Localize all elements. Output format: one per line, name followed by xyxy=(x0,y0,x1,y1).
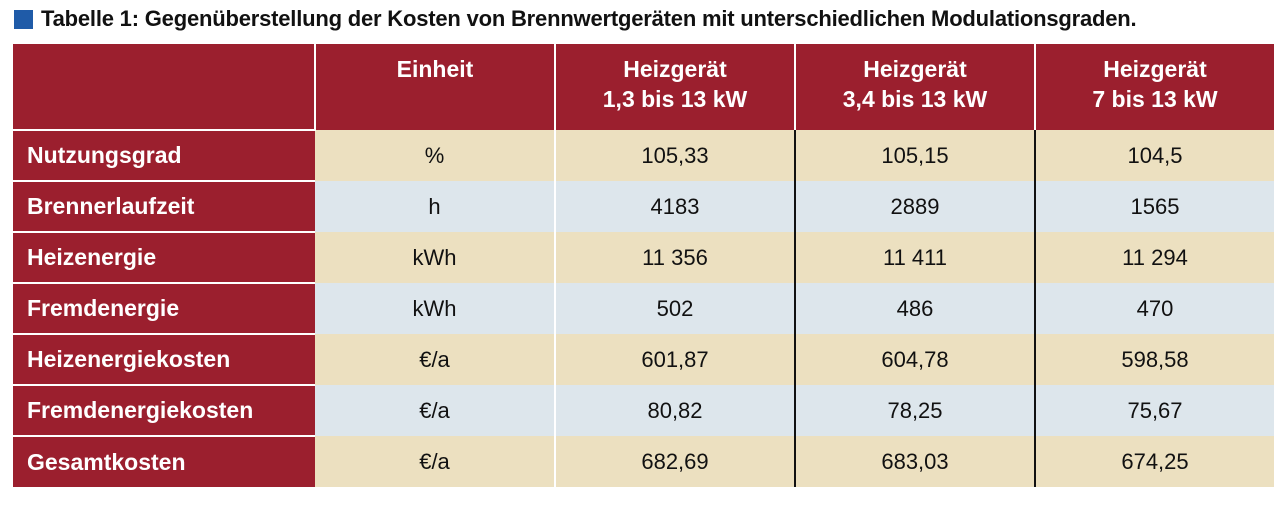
header-device-1-line2: 1,3 bis 13 kW xyxy=(602,86,748,112)
table-row: Fremdenergie kWh 502 486 470 xyxy=(13,282,1274,334)
row-unit: €/a xyxy=(315,385,555,436)
row-value-device-2: 486 xyxy=(794,283,1035,334)
row-label: Fremdenergie xyxy=(13,282,315,334)
row-value-device-2: 105,15 xyxy=(794,130,1035,181)
row-label: Brennerlaufzeit xyxy=(13,180,315,232)
row-value-device-3: 75,67 xyxy=(1034,385,1274,436)
caption-square-icon xyxy=(14,9,33,29)
row-value-device-1: 105,33 xyxy=(554,130,795,181)
header-device-1-line1: Heizgerät xyxy=(623,56,727,82)
row-value-device-3: 104,5 xyxy=(1034,130,1274,181)
row-value-device-3: 1565 xyxy=(1034,181,1274,232)
table-caption: Tabelle 1: Gegenüberstellung der Kosten … xyxy=(14,4,1137,34)
header-device-3-line1: Heizgerät xyxy=(1103,56,1207,82)
row-unit: % xyxy=(315,130,555,181)
header-device-3: Heizgerät 7 bis 13 kW xyxy=(1034,44,1274,130)
row-value-device-1: 4183 xyxy=(554,181,795,232)
row-label: Fremdenergiekosten xyxy=(13,384,315,436)
row-value-device-2: 2889 xyxy=(794,181,1035,232)
table-row: Heizenergiekosten €/a 601,87 604,78 598,… xyxy=(13,333,1274,385)
row-value-device-1: 502 xyxy=(554,283,795,334)
cost-comparison-table: Einheit Heizgerät 1,3 bis 13 kW Heizgerä… xyxy=(13,44,1274,487)
row-value-device-2: 683,03 xyxy=(794,436,1035,487)
row-value-device-3: 674,25 xyxy=(1034,436,1274,487)
row-label: Gesamtkosten xyxy=(13,435,315,487)
row-value-device-3: 470 xyxy=(1034,283,1274,334)
row-value-device-1: 601,87 xyxy=(554,334,795,385)
header-corner xyxy=(13,44,315,130)
row-unit: kWh xyxy=(315,232,555,283)
header-device-1: Heizgerät 1,3 bis 13 kW xyxy=(554,44,795,130)
row-label: Nutzungsgrad xyxy=(13,129,315,181)
row-label: Heizenergie xyxy=(13,231,315,283)
table-row: Nutzungsgrad % 105,33 105,15 104,5 xyxy=(13,129,1274,181)
header-unit: Einheit xyxy=(314,44,555,130)
row-value-device-2: 604,78 xyxy=(794,334,1035,385)
header-device-3-line2: 7 bis 13 kW xyxy=(1092,86,1218,112)
row-value-device-2: 11 411 xyxy=(794,232,1035,283)
row-value-device-1: 80,82 xyxy=(554,385,795,436)
row-value-device-1: 682,69 xyxy=(554,436,795,487)
header-device-2: Heizgerät 3,4 bis 13 kW xyxy=(794,44,1035,130)
row-unit: h xyxy=(315,181,555,232)
row-value-device-3: 11 294 xyxy=(1034,232,1274,283)
header-device-2-line2: 3,4 bis 13 kW xyxy=(842,86,988,112)
header-row: Einheit Heizgerät 1,3 bis 13 kW Heizgerä… xyxy=(13,44,1274,130)
row-label: Heizenergiekosten xyxy=(13,333,315,385)
header-device-2-line1: Heizgerät xyxy=(863,56,967,82)
row-value-device-2: 78,25 xyxy=(794,385,1035,436)
row-unit: €/a xyxy=(315,334,555,385)
table-row: Gesamtkosten €/a 682,69 683,03 674,25 xyxy=(13,435,1274,487)
table-row: Fremdenergiekosten €/a 80,82 78,25 75,67 xyxy=(13,384,1274,436)
row-value-device-1: 11 356 xyxy=(554,232,795,283)
row-unit: €/a xyxy=(315,436,555,487)
row-unit: kWh xyxy=(315,283,555,334)
table-row: Heizenergie kWh 11 356 11 411 11 294 xyxy=(13,231,1274,283)
row-value-device-3: 598,58 xyxy=(1034,334,1274,385)
caption-text: Tabelle 1: Gegenüberstellung der Kosten … xyxy=(41,6,1137,31)
table-row: Brennerlaufzeit h 4183 2889 1565 xyxy=(13,180,1274,232)
